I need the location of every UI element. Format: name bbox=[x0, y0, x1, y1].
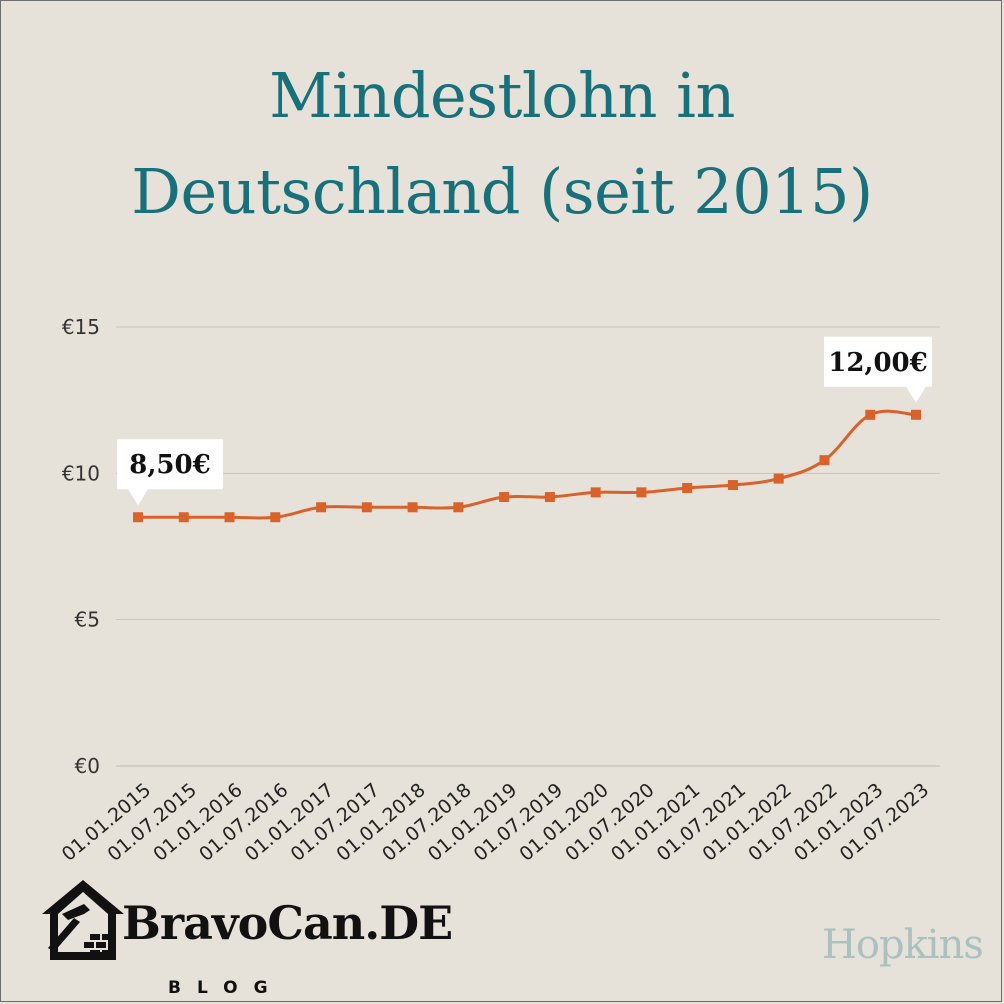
data-point bbox=[911, 409, 921, 420]
chart-title: Mindestlohn in Deutschland (seit 2015) bbox=[0, 48, 1004, 240]
data-point bbox=[636, 487, 647, 498]
data-point bbox=[544, 492, 555, 503]
data-point bbox=[316, 502, 327, 513]
y-tick-label: €15 bbox=[62, 315, 100, 339]
data-point bbox=[133, 512, 143, 523]
data-point bbox=[727, 480, 738, 491]
house-hammer-icon bbox=[42, 880, 124, 960]
data-point bbox=[819, 455, 830, 466]
chart-title-line-2: Deutschland (seit 2015) bbox=[131, 155, 873, 228]
data-point bbox=[590, 487, 601, 498]
brand-subtitle: BLOG bbox=[168, 978, 284, 998]
brand-name: BravoCan.DE bbox=[122, 896, 453, 950]
data-point bbox=[270, 512, 281, 523]
data-point bbox=[224, 512, 235, 523]
series-line bbox=[137, 409, 917, 520]
hopkins-logo: Hopkins bbox=[822, 922, 984, 968]
data-point bbox=[361, 502, 372, 513]
bravocan-logo: BravoCan.DE BLOG bbox=[40, 878, 453, 998]
y-tick-label: €10 bbox=[62, 461, 100, 485]
data-point bbox=[178, 512, 189, 523]
data-point bbox=[682, 482, 693, 493]
annotation-label: 8,50€ bbox=[129, 450, 210, 480]
data-point bbox=[499, 492, 510, 503]
y-tick-label: €0 bbox=[75, 754, 100, 778]
data-point bbox=[773, 473, 784, 484]
data-point bbox=[865, 409, 876, 420]
data-point bbox=[407, 502, 418, 513]
chart-title-line-1: Mindestlohn in bbox=[269, 59, 735, 132]
annotation-callout bbox=[824, 336, 932, 403]
annotation-callout bbox=[117, 439, 223, 506]
y-tick-label: €5 bbox=[75, 608, 100, 632]
data-point bbox=[453, 502, 464, 513]
annotation-label: 12,00€ bbox=[828, 348, 928, 378]
